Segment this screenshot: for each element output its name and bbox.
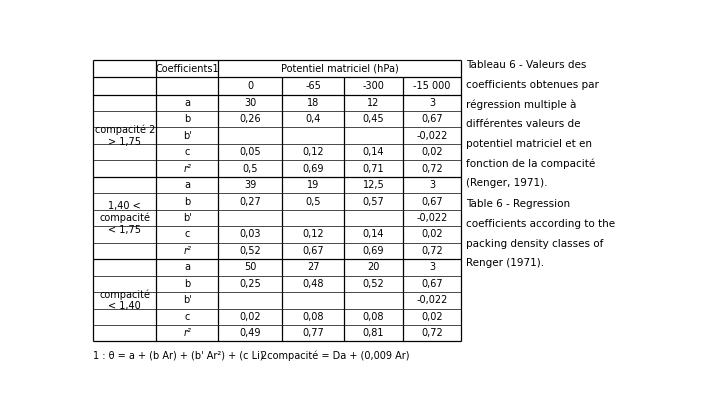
Text: différentes valeurs de: différentes valeurs de <box>466 119 581 129</box>
Text: 0,14: 0,14 <box>363 147 385 157</box>
Text: 2compacité = Da + (0,009 Ar): 2compacité = Da + (0,009 Ar) <box>261 351 410 361</box>
Text: -0,022: -0,022 <box>416 213 448 223</box>
Text: 0,02: 0,02 <box>239 312 261 322</box>
Text: -15 000: -15 000 <box>414 81 451 91</box>
Text: 0,67: 0,67 <box>422 196 443 207</box>
Text: 0,72: 0,72 <box>422 328 443 338</box>
Text: -65: -65 <box>305 81 321 91</box>
Text: 0,5: 0,5 <box>242 164 258 173</box>
Text: 0,71: 0,71 <box>363 164 385 173</box>
Text: 30: 30 <box>244 98 256 108</box>
Text: b: b <box>184 279 190 289</box>
Text: 0,05: 0,05 <box>239 147 261 157</box>
Text: Table 6 - Regression: Table 6 - Regression <box>466 199 570 209</box>
Text: -0,022: -0,022 <box>416 295 448 305</box>
Text: 0,08: 0,08 <box>302 312 324 322</box>
Text: -0,022: -0,022 <box>416 131 448 141</box>
Text: 0,26: 0,26 <box>239 114 261 124</box>
Text: 0,45: 0,45 <box>363 114 385 124</box>
Text: compacité 2
> 1,75: compacité 2 > 1,75 <box>95 125 155 147</box>
Text: potentiel matriciel et en: potentiel matriciel et en <box>466 139 592 149</box>
Text: 3: 3 <box>429 262 435 272</box>
Text: 0,02: 0,02 <box>422 312 443 322</box>
Text: 0,81: 0,81 <box>363 328 385 338</box>
Text: 3: 3 <box>429 98 435 108</box>
Text: 1,40 <
compacité
< 1,75: 1,40 < compacité < 1,75 <box>99 201 150 235</box>
Text: r²: r² <box>184 328 192 338</box>
Text: 0,12: 0,12 <box>302 229 324 240</box>
Text: 1 : θ = a + (b Ar) + (b' Ar²) + (c Li): 1 : θ = a + (b Ar) + (b' Ar²) + (c Li) <box>93 351 264 361</box>
Text: 0,02: 0,02 <box>422 229 443 240</box>
Text: 0,08: 0,08 <box>363 312 385 322</box>
Text: 0,02: 0,02 <box>422 147 443 157</box>
Text: 0,48: 0,48 <box>302 279 324 289</box>
Text: 0,5: 0,5 <box>305 196 321 207</box>
Text: c: c <box>184 312 190 322</box>
Text: 0,52: 0,52 <box>239 246 261 256</box>
Text: coefficients obtenues par: coefficients obtenues par <box>466 80 599 90</box>
Text: Renger (1971).: Renger (1971). <box>466 258 544 268</box>
Text: 19: 19 <box>307 180 320 190</box>
Text: 0,67: 0,67 <box>422 279 443 289</box>
Text: 0,4: 0,4 <box>305 114 321 124</box>
Text: r²: r² <box>184 164 192 173</box>
Text: coefficients according to the: coefficients according to the <box>466 219 615 229</box>
Text: 0,14: 0,14 <box>363 229 385 240</box>
Text: (Renger, 1971).: (Renger, 1971). <box>466 178 547 188</box>
Text: packing density classes of: packing density classes of <box>466 238 603 249</box>
Text: Coefficients1: Coefficients1 <box>155 64 219 74</box>
Text: Potentiel matriciel (hPa): Potentiel matriciel (hPa) <box>281 64 398 74</box>
Text: 0,69: 0,69 <box>302 164 324 173</box>
Text: 3: 3 <box>429 180 435 190</box>
Text: a: a <box>184 98 190 108</box>
Text: 0,52: 0,52 <box>363 279 385 289</box>
Text: -300: -300 <box>363 81 385 91</box>
Text: r²: r² <box>184 246 192 256</box>
Text: 0: 0 <box>247 81 253 91</box>
Text: b: b <box>184 196 190 207</box>
Text: compacité
< 1,40: compacité < 1,40 <box>99 289 150 311</box>
Text: 0,12: 0,12 <box>302 147 324 157</box>
Text: 18: 18 <box>307 98 320 108</box>
Text: 39: 39 <box>244 180 256 190</box>
Text: 0,72: 0,72 <box>422 246 443 256</box>
Text: a: a <box>184 262 190 272</box>
Text: 50: 50 <box>244 262 256 272</box>
Text: 0,69: 0,69 <box>363 246 385 256</box>
Text: b': b' <box>183 131 192 141</box>
Text: 0,72: 0,72 <box>422 164 443 173</box>
Text: 20: 20 <box>367 262 380 272</box>
Text: 0,25: 0,25 <box>239 279 261 289</box>
Text: 12,5: 12,5 <box>363 180 385 190</box>
Text: 0,03: 0,03 <box>239 229 261 240</box>
Text: fonction de la compacité: fonction de la compacité <box>466 159 595 169</box>
Text: 12: 12 <box>367 98 380 108</box>
Text: c: c <box>184 147 190 157</box>
Text: c: c <box>184 229 190 240</box>
Text: 0,27: 0,27 <box>239 196 261 207</box>
Text: 0,57: 0,57 <box>363 196 385 207</box>
Text: 0,77: 0,77 <box>302 328 324 338</box>
Text: 0,67: 0,67 <box>422 114 443 124</box>
Text: régression multiple à: régression multiple à <box>466 99 576 110</box>
Text: b: b <box>184 114 190 124</box>
Text: 27: 27 <box>307 262 320 272</box>
Text: b': b' <box>183 213 192 223</box>
Text: b': b' <box>183 295 192 305</box>
Text: Tableau 6 - Valeurs des: Tableau 6 - Valeurs des <box>466 60 586 70</box>
Text: 0,49: 0,49 <box>239 328 261 338</box>
Text: a: a <box>184 180 190 190</box>
Text: 0,67: 0,67 <box>302 246 324 256</box>
